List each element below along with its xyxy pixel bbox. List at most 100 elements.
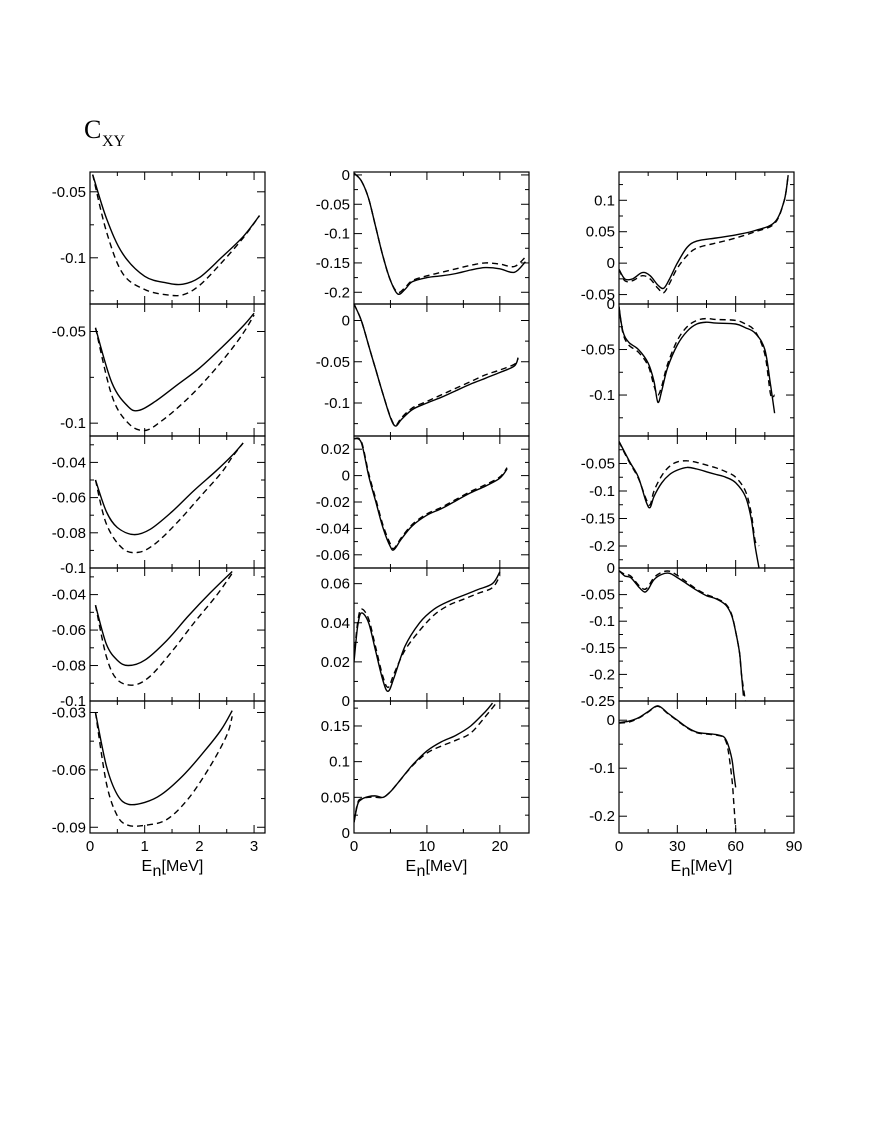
panel-frame xyxy=(89,435,266,569)
series-line-dashed xyxy=(619,306,776,399)
y-tick-label: -0.06 xyxy=(52,762,86,779)
y-tick-label: 0 xyxy=(342,167,350,184)
x-axis-label: E xyxy=(142,858,153,875)
x-axis-label-subscript: n xyxy=(682,863,691,880)
y-tick-label: -0.04 xyxy=(52,587,86,604)
y-tick-label: -0.05 xyxy=(52,324,86,341)
x-tick-label: 0 xyxy=(86,838,94,855)
y-tick-label: 0.15 xyxy=(321,718,350,735)
chart-panel-2-1: -0.1 -0.05 0 xyxy=(581,296,795,437)
series-line-solid xyxy=(619,174,789,290)
series-line-solid xyxy=(354,304,519,427)
chart-panel-1-2: -0.06 -0.04 -0.02 0 0.02 xyxy=(316,435,530,569)
series-line-dashed xyxy=(354,172,526,294)
series-line-solid xyxy=(354,571,501,692)
x-axis-label-unit: [MeV] xyxy=(162,858,204,875)
series-line-dashed xyxy=(94,712,233,827)
panel-frame xyxy=(618,700,795,834)
series-line-dashed xyxy=(354,575,501,689)
y-tick-label: 0.05 xyxy=(586,224,615,241)
y-tick-label: 0 xyxy=(607,255,615,272)
y-tick-label: 0.05 xyxy=(321,789,350,806)
y-tick-label: -0.1 xyxy=(589,387,615,404)
y-tick-label: -0.05 xyxy=(581,287,615,304)
x-axis-label-subscript: n xyxy=(417,863,426,880)
y-tick-label: -0.1 xyxy=(324,226,350,243)
series-line-solid xyxy=(619,441,760,568)
chart-panel-2-4: -0.2 -0.1 0 0 30 60 90 E n [MeV] xyxy=(589,700,803,880)
series-line-solid xyxy=(619,570,745,696)
x-tick-label: 0 xyxy=(350,838,358,855)
y-tick-label: -0.15 xyxy=(581,511,615,528)
y-tick-label: 0.02 xyxy=(321,441,350,458)
y-tick-label: 0 xyxy=(607,560,615,577)
series-line-solid xyxy=(354,172,526,296)
chart-panel-0-0: -0.1 -0.05 xyxy=(52,171,266,305)
panel-frame xyxy=(353,435,530,569)
x-tick-label: 2 xyxy=(195,838,203,855)
series-line-solid xyxy=(94,710,233,806)
chart-panel-0-1: -0.1 -0.05 xyxy=(52,303,266,437)
y-tick-label: 0 xyxy=(607,712,615,729)
series-line-solid xyxy=(92,174,261,286)
figure-title-subscript: XY xyxy=(102,133,126,150)
series-line-dashed xyxy=(94,314,255,432)
y-tick-label: -0.2 xyxy=(589,666,615,683)
y-tick-label: -0.08 xyxy=(52,525,86,542)
y-tick-label: -0.15 xyxy=(581,640,615,657)
series-line-solid xyxy=(619,705,737,788)
series-line-dashed xyxy=(619,570,747,701)
x-tick-label: 1 xyxy=(141,838,149,855)
chart-panel-1-4: 0 0.05 0.1 0.15 0 10 20 E n [MeV] xyxy=(321,700,530,880)
x-tick-label: 90 xyxy=(786,838,803,855)
series-line-solid xyxy=(94,570,233,667)
chart-panel-0-4: -0.09 -0.06 -0.03 0 1 2 3 E n [MeV] xyxy=(52,700,266,880)
x-tick-label: 3 xyxy=(250,838,258,855)
chart-panel-2-2: -0.2 -0.15 -0.1 -0.05 xyxy=(581,435,795,569)
y-tick-label: 0.04 xyxy=(321,615,350,632)
x-tick-label: 30 xyxy=(669,838,686,855)
y-tick-label: -0.08 xyxy=(52,658,86,675)
panel-frame xyxy=(618,303,795,437)
series-line-solid xyxy=(619,306,776,414)
y-tick-label: 0 xyxy=(342,468,350,485)
chart-panel-2-0: -0.05 0 0.05 0.1 xyxy=(581,171,795,305)
y-tick-label: 0.06 xyxy=(321,576,350,593)
chart-panel-1-1: -0.1 -0.05 0 xyxy=(316,303,530,437)
y-tick-label: -0.05 xyxy=(316,196,350,213)
x-axis-label: E xyxy=(671,858,682,875)
y-tick-label: -0.04 xyxy=(316,520,350,537)
chart-panel-1-3: 0 0.02 0.04 0.06 xyxy=(321,567,530,710)
x-axis-label: E xyxy=(406,858,417,875)
series-line-dashed xyxy=(94,442,244,554)
series-line-solid xyxy=(94,442,244,536)
y-tick-label: -0.05 xyxy=(581,587,615,604)
y-tick-label: -0.25 xyxy=(581,693,615,710)
y-tick-label: -0.2 xyxy=(589,808,615,825)
series-line-solid xyxy=(354,702,494,823)
y-tick-label: -0.05 xyxy=(581,456,615,473)
x-tick-label: 0 xyxy=(615,838,623,855)
x-axis-label-unit: [MeV] xyxy=(691,858,733,875)
panel-frame xyxy=(353,171,530,305)
chart-panel-0-2: -0.1 -0.08 -0.06 -0.04 xyxy=(52,435,266,577)
panel-frame xyxy=(618,435,795,569)
y-tick-label: -0.05 xyxy=(316,354,350,371)
y-tick-label: 0.1 xyxy=(329,754,350,771)
panels-group: -0.1-0.05-0.1-0.05-0.1-0.08-0.06-0.04-0.… xyxy=(52,167,803,880)
y-tick-label: -0.05 xyxy=(581,342,615,359)
y-tick-label: -0.1 xyxy=(60,560,86,577)
chart-panel-0-3: -0.1 -0.08 -0.06 -0.04 xyxy=(52,567,266,710)
x-tick-label: 20 xyxy=(491,838,508,855)
panel-frame xyxy=(89,303,266,437)
series-line-dashed xyxy=(619,705,737,831)
y-tick-label: -0.03 xyxy=(52,704,86,721)
series-line-dashed xyxy=(354,702,497,823)
series-line-dashed xyxy=(619,174,789,294)
y-tick-label: -0.1 xyxy=(60,250,86,267)
y-tick-label: -0.2 xyxy=(324,284,350,301)
figure-title: C xyxy=(84,115,101,144)
series-line-solid xyxy=(354,437,508,551)
series-line-solid xyxy=(94,312,255,412)
panel-frame xyxy=(618,567,795,702)
